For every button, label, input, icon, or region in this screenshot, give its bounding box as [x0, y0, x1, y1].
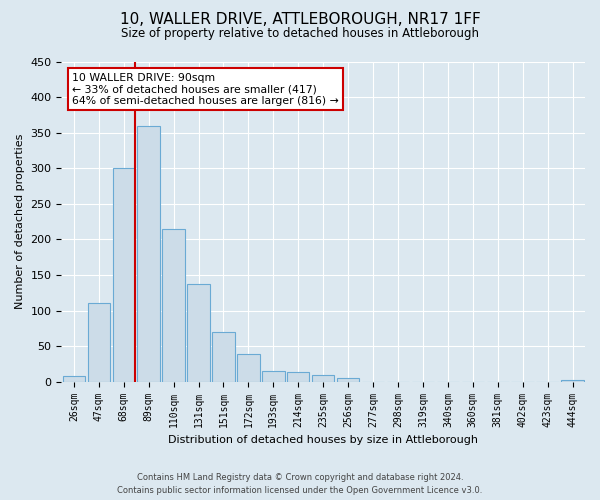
Text: 10, WALLER DRIVE, ATTLEBOROUGH, NR17 1FF: 10, WALLER DRIVE, ATTLEBOROUGH, NR17 1FF	[119, 12, 481, 28]
Bar	[287, 372, 310, 382]
X-axis label: Distribution of detached houses by size in Attleborough: Distribution of detached houses by size …	[168, 435, 478, 445]
Bar	[113, 168, 135, 382]
Text: 10 WALLER DRIVE: 90sqm
← 33% of detached houses are smaller (417)
64% of semi-de: 10 WALLER DRIVE: 90sqm ← 33% of detached…	[72, 72, 338, 106]
Bar	[262, 371, 284, 382]
Bar	[88, 304, 110, 382]
Bar	[137, 126, 160, 382]
Bar	[212, 332, 235, 382]
Y-axis label: Number of detached properties: Number of detached properties	[15, 134, 25, 310]
Bar	[312, 374, 334, 382]
Bar	[237, 354, 260, 382]
Bar	[163, 228, 185, 382]
Bar	[337, 378, 359, 382]
Bar	[562, 380, 584, 382]
Text: Contains HM Land Registry data © Crown copyright and database right 2024.
Contai: Contains HM Land Registry data © Crown c…	[118, 473, 482, 495]
Bar	[187, 284, 210, 382]
Bar	[62, 376, 85, 382]
Text: Size of property relative to detached houses in Attleborough: Size of property relative to detached ho…	[121, 28, 479, 40]
